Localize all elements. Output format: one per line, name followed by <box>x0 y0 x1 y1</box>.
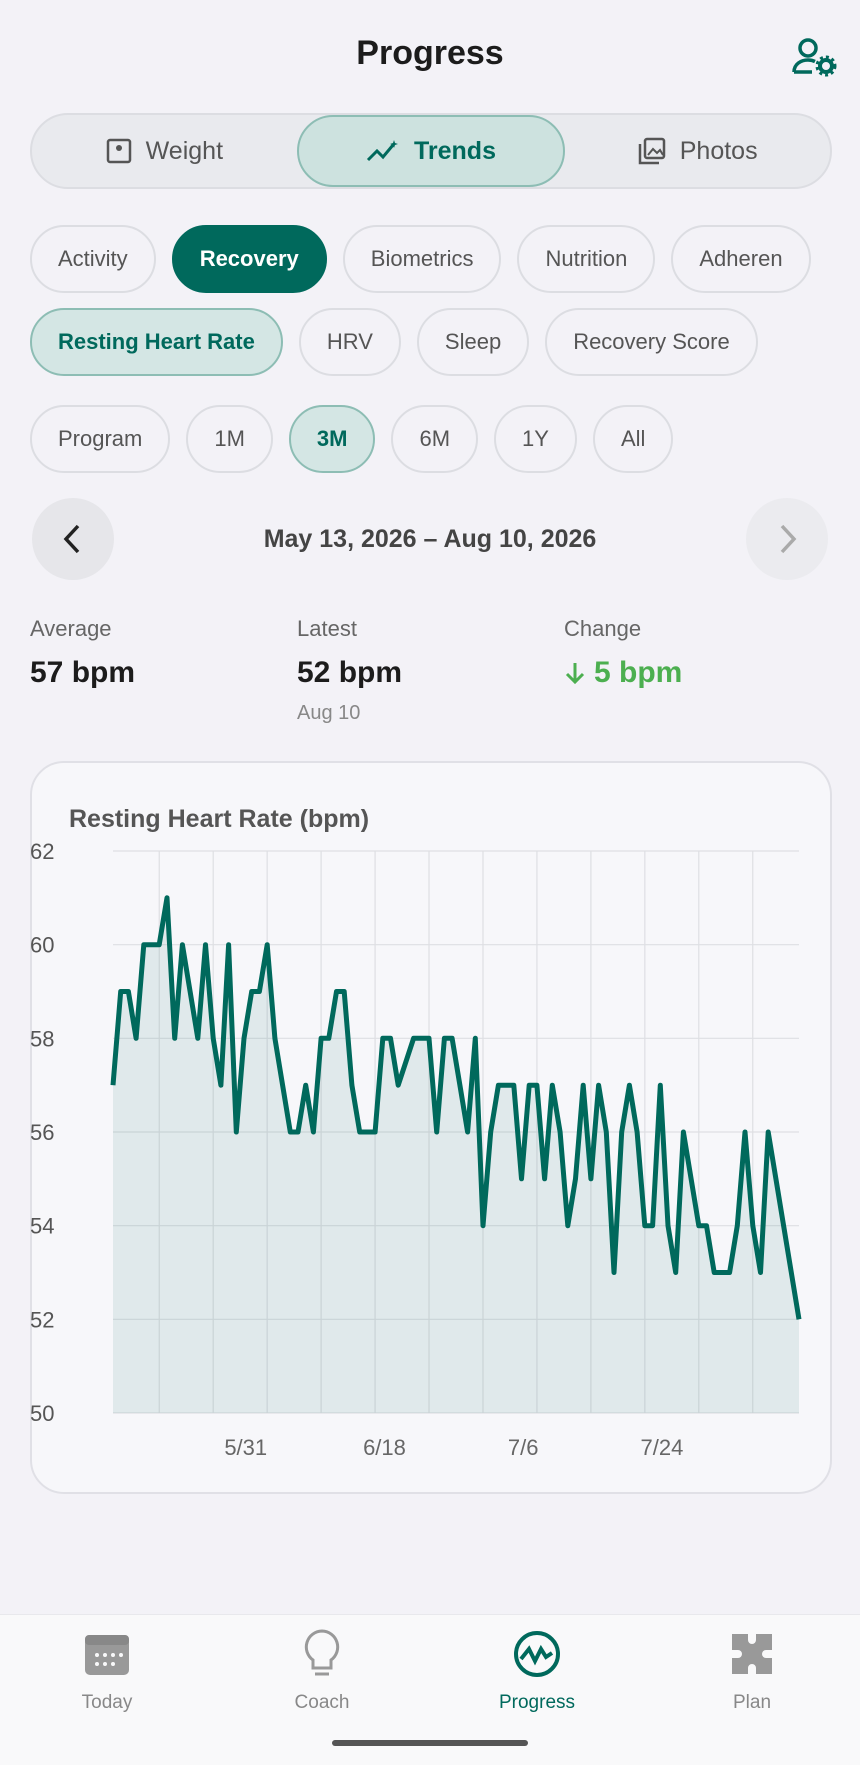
chip[interactable]: 1M <box>186 405 273 473</box>
nav-label: Today <box>81 1692 133 1713</box>
nav-item[interactable]: Plan <box>672 1628 832 1714</box>
page-title: Progress <box>356 34 504 72</box>
stat-value: 57 bpm <box>30 656 136 689</box>
y-tick-label: 54 <box>30 1214 54 1239</box>
stat-label: Change <box>564 616 642 641</box>
date-range: May 13, 2026 – Aug 10, 2026 <box>263 525 597 553</box>
filter-row: Activity Recovery Biometrics Nutrition Adher… <box>30 225 830 293</box>
chip[interactable]: Activity <box>30 225 156 293</box>
nav-label: Coach <box>294 1692 350 1713</box>
chip[interactable]: HRV <box>298 308 401 376</box>
chip[interactable]: Resting Heart Rate <box>30 308 283 376</box>
prev-button[interactable] <box>32 498 114 580</box>
bottom-nav <box>0 1614 860 1765</box>
nav-icon <box>242 1628 402 1680</box>
tab[interactable]: Photos <box>565 115 830 187</box>
line <box>110 895 802 1320</box>
tab[interactable]: Trends <box>296 115 566 187</box>
stat-label: Average <box>30 616 112 641</box>
chip[interactable]: Biometrics <box>342 225 502 293</box>
stat-value: 52 bpm <box>297 656 403 689</box>
profile-settings-icon[interactable] <box>792 36 838 78</box>
tab-label: Weight <box>145 136 224 165</box>
x-tick-label: 7/24 <box>641 1435 684 1460</box>
nav-item[interactable]: Today <box>27 1628 187 1714</box>
x-tick-label: 6/18 <box>363 1435 406 1460</box>
y-tick-label: 60 <box>30 933 54 958</box>
home-indicator <box>332 1740 528 1746</box>
nav-item[interactable]: Progress <box>457 1628 617 1714</box>
tab-label: Trends <box>414 136 496 165</box>
chip[interactable]: 6M <box>391 405 479 473</box>
chip[interactable]: 1Y <box>494 405 577 473</box>
chip[interactable]: Sleep <box>416 308 530 376</box>
nav-icon <box>27 1628 187 1680</box>
stat-value: 5 bpm <box>594 656 683 689</box>
nav-label: Progress <box>498 1692 576 1713</box>
y-tick-label: 58 <box>30 1026 54 1051</box>
stat: Change 5 bpm <box>564 616 682 690</box>
stat: Latest 52 bpm Aug 10 <box>297 616 402 725</box>
y-tick-label: 50 <box>30 1401 54 1426</box>
chip[interactable]: Recovery <box>171 225 327 293</box>
stat-note: Aug 10 <box>297 702 361 724</box>
tab-label: Photos <box>679 136 758 165</box>
x-tick-label: 5/31 <box>224 1435 267 1460</box>
next-button[interactable] <box>746 498 828 580</box>
chip[interactable]: Adheren <box>671 225 811 293</box>
y-tick-label: 52 <box>30 1307 54 1332</box>
nav-icon <box>457 1628 617 1680</box>
nav-label: Plan <box>732 1692 772 1713</box>
chip[interactable]: All <box>592 405 674 473</box>
chart-title: Resting Heart Rate (bpm) <box>69 805 369 833</box>
chip[interactable]: Nutrition <box>517 225 656 293</box>
chip[interactable]: Recovery Score <box>545 308 758 376</box>
stat: Average 57 bpm <box>30 616 135 690</box>
nav-icon <box>672 1628 832 1680</box>
range-row: Program 1M 3M 6M 1Y All <box>30 405 674 473</box>
chip[interactable]: Program <box>30 405 171 473</box>
metric-row: Resting Heart Rate HRV Sleep Recovery Score <box>30 308 758 376</box>
tab[interactable]: Weight <box>32 115 297 187</box>
chart: Resting Heart Rate (bpm) 50 52 54 56 58 60 62 5/… <box>30 805 802 1460</box>
chip[interactable]: 3M <box>288 405 376 473</box>
x-tick-label: 7/6 <box>508 1435 539 1460</box>
y-tick-label: 62 <box>30 839 54 864</box>
y-tick-label: 56 <box>30 1120 54 1145</box>
area <box>113 897 799 1413</box>
stat-label: Latest <box>297 616 357 641</box>
down-arrow-icon <box>565 663 585 685</box>
segmented-control: Weight Trends Photos <box>30 113 832 189</box>
nav-item[interactable]: Coach <box>242 1628 402 1714</box>
